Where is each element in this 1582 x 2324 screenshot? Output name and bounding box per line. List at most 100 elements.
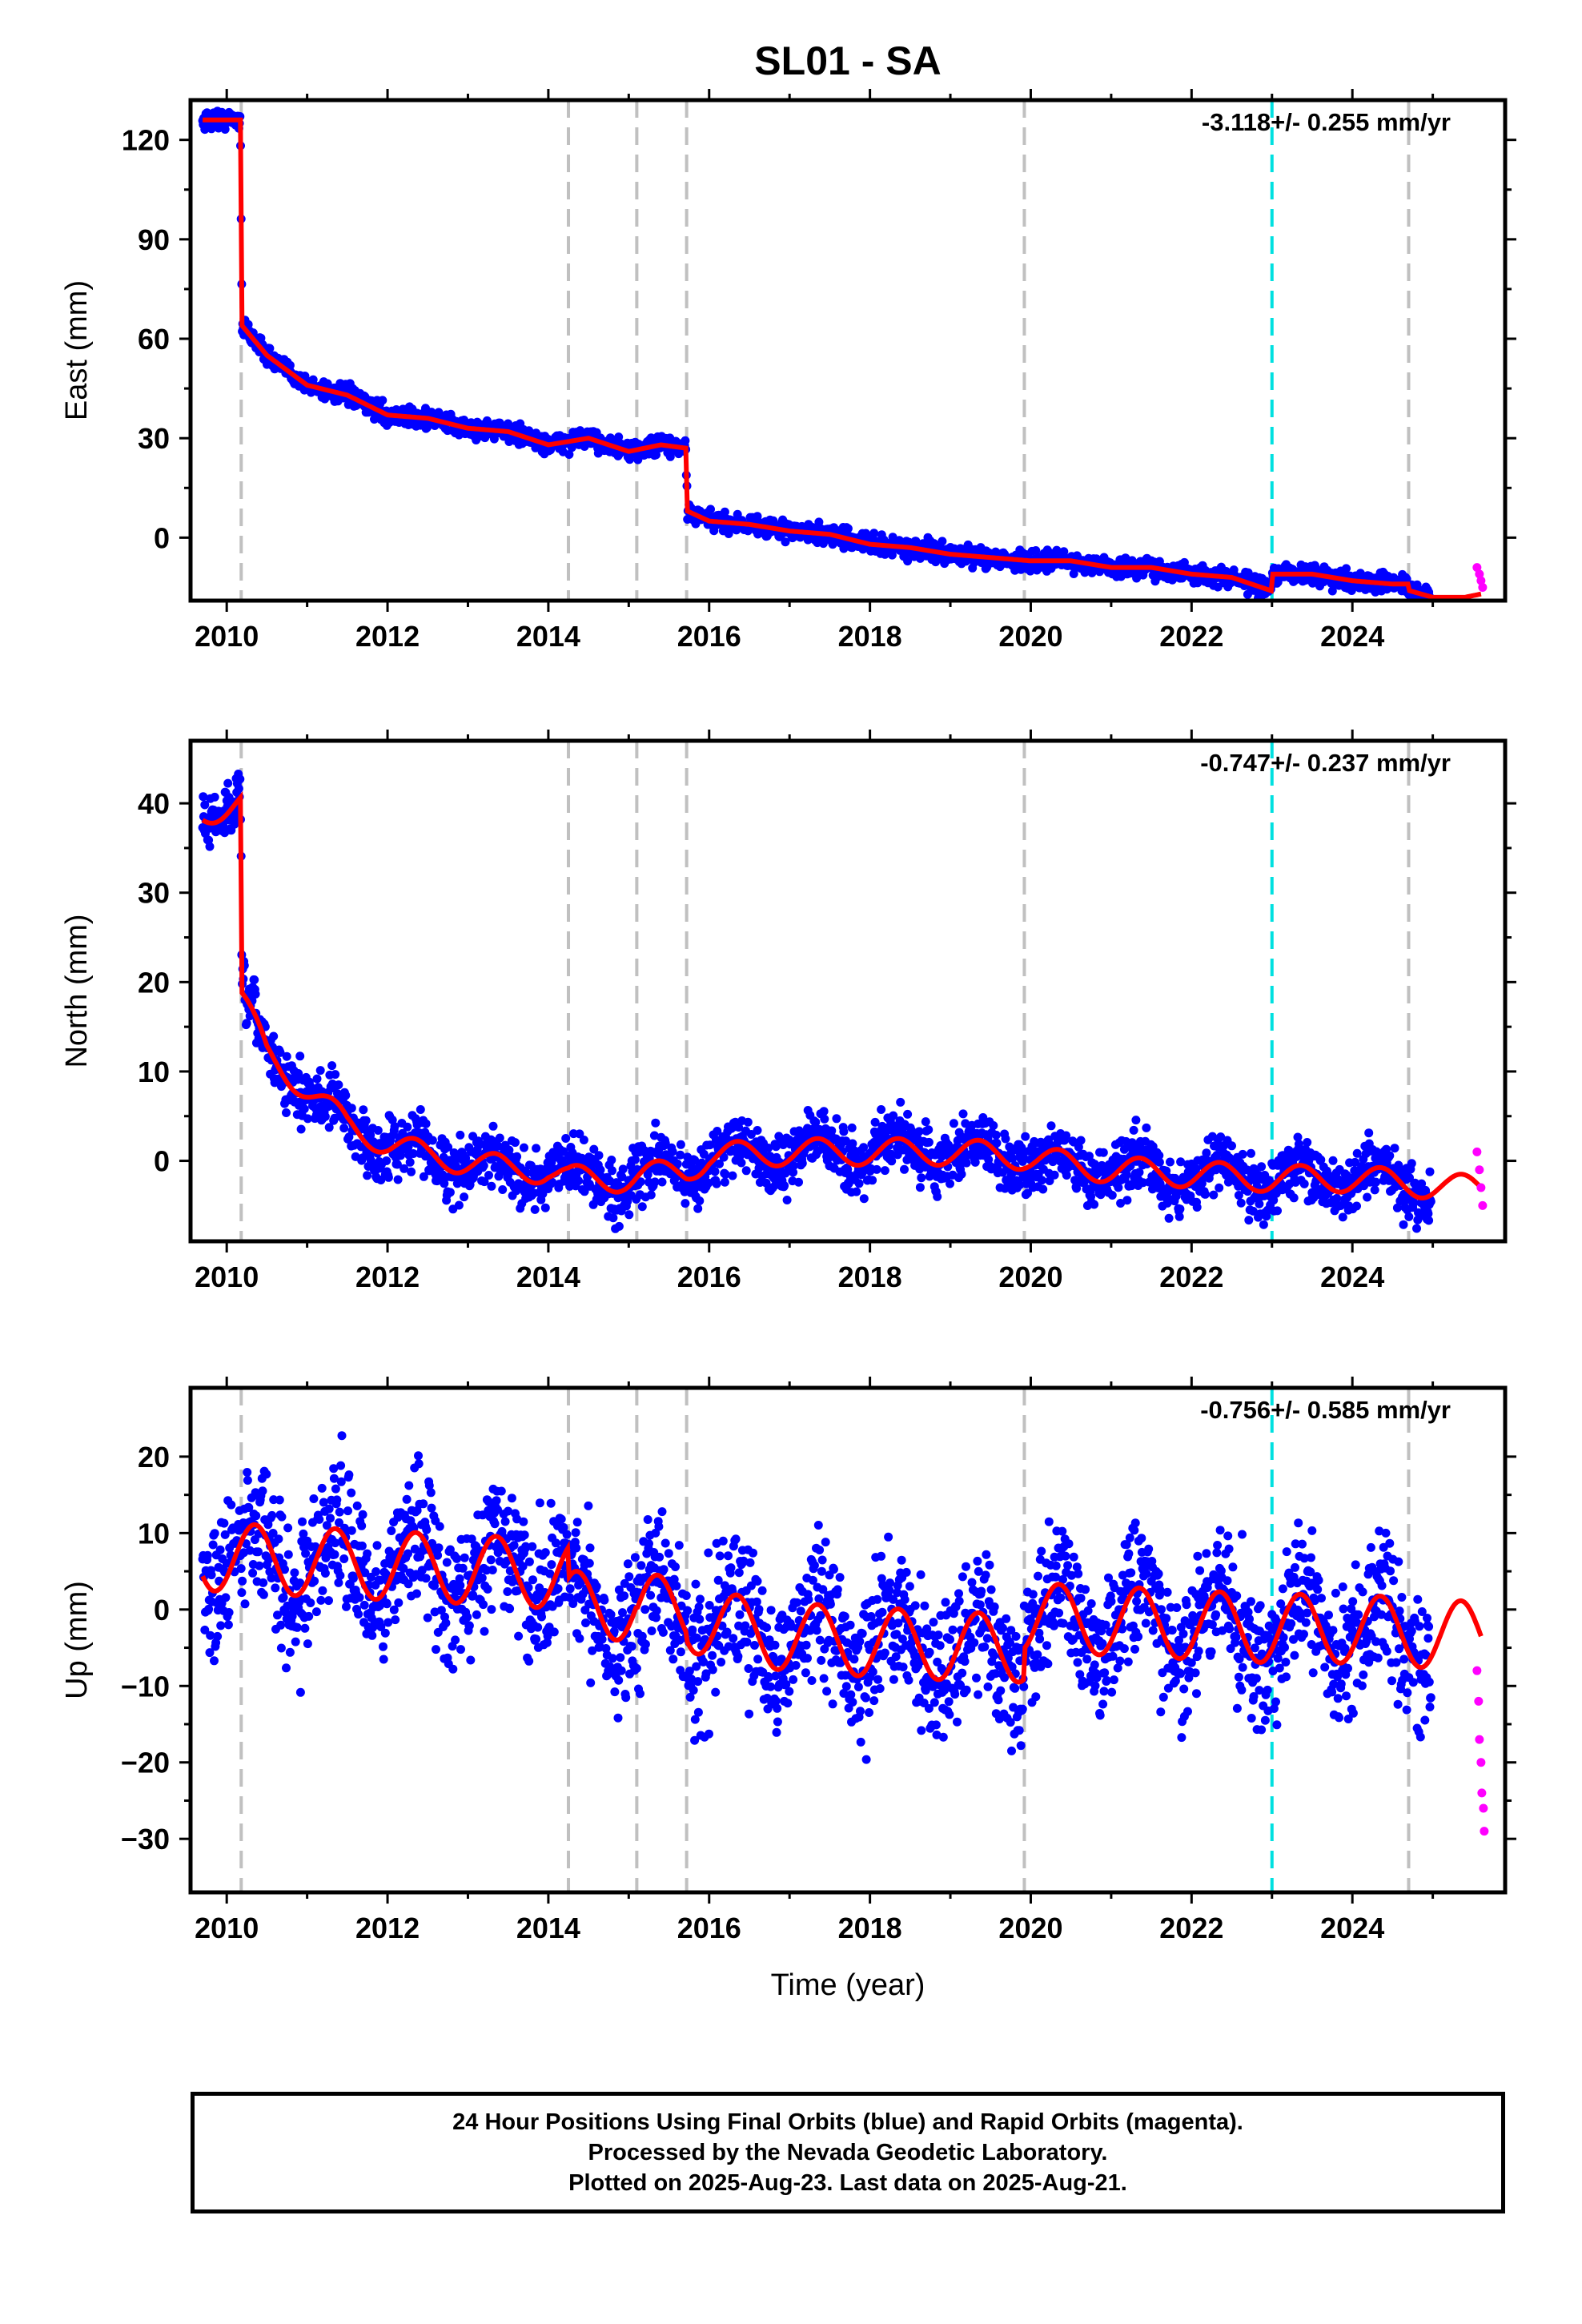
rapid-orbit-points (1472, 1147, 1488, 1210)
daily-position-point (407, 1167, 416, 1176)
daily-position-point (488, 1121, 498, 1131)
daily-position-point (221, 1593, 231, 1602)
daily-position-point (210, 792, 219, 802)
x-tick-label: 2018 (838, 620, 902, 653)
x-tick-label: 2014 (516, 1261, 580, 1293)
daily-position-point (276, 1643, 286, 1653)
daily-position-point (1412, 1224, 1421, 1233)
daily-position-point (387, 1116, 397, 1124)
daily-position-point (668, 1147, 677, 1156)
daily-position-point (295, 1597, 304, 1606)
x-tick-label: 2012 (355, 620, 420, 653)
daily-position-point (887, 1156, 897, 1166)
daily-position-point (290, 1568, 299, 1578)
daily-position-point (832, 1114, 841, 1124)
daily-position-point (797, 1159, 807, 1168)
daily-position-point (949, 1119, 958, 1128)
daily-position-point (219, 1518, 229, 1528)
daily-position-point (614, 432, 624, 442)
daily-position-point (220, 1530, 230, 1539)
daily-position-point (690, 1156, 700, 1165)
daily-position-point (280, 1565, 289, 1574)
daily-position-point (283, 1523, 293, 1533)
daily-position-point (348, 1574, 358, 1583)
plot-frame (188, 98, 1508, 603)
daily-position-point (1392, 1203, 1402, 1212)
daily-position-point (561, 1134, 571, 1143)
daily-position-point (315, 1514, 324, 1524)
daily-position-point (303, 1639, 312, 1649)
daily-position-point (332, 1495, 342, 1505)
daily-position-point (357, 1521, 367, 1530)
daily-position-point (1248, 1206, 1258, 1216)
daily-position-point (312, 1074, 322, 1084)
daily-position-point (880, 1166, 889, 1176)
daily-position-point (1215, 1183, 1224, 1192)
daily-position-point (1107, 1191, 1117, 1200)
daily-position-point (1209, 1190, 1219, 1200)
daily-position-point (1364, 1128, 1374, 1138)
daily-position-point (360, 1568, 370, 1578)
daily-position-point (259, 1578, 268, 1587)
daily-position-point (504, 1145, 514, 1155)
daily-position-point (992, 1138, 1002, 1148)
daily-position-point (1259, 1220, 1268, 1229)
daily-position-point (1201, 1189, 1210, 1199)
daily-position-point (1059, 547, 1069, 557)
daily-position-point (1076, 1136, 1086, 1145)
daily-position-point (1401, 1196, 1411, 1204)
daily-position-point (250, 975, 259, 984)
daily-position-point (245, 1546, 255, 1555)
daily-position-point (1255, 1199, 1264, 1208)
daily-position-point (243, 1468, 252, 1477)
daily-position-point (618, 1164, 628, 1174)
daily-position-point (319, 1498, 328, 1507)
x-tick-label: 2010 (195, 620, 259, 653)
daily-position-point (1197, 1179, 1207, 1188)
daily-position-point (886, 1149, 896, 1159)
daily-position-point (263, 1520, 273, 1530)
x-tick-label: 2018 (838, 1261, 902, 1293)
daily-position-point (311, 1607, 321, 1617)
y-tick-label: 60 (138, 323, 170, 356)
daily-position-point (480, 1177, 489, 1187)
daily-position-point (1294, 1140, 1303, 1149)
daily-position-point (268, 1529, 278, 1538)
daily-position-point (676, 1140, 685, 1149)
daily-position-point (291, 1637, 300, 1647)
daily-position-point (737, 1158, 746, 1168)
daily-position-point (681, 1199, 690, 1208)
daily-position-point (310, 1576, 319, 1586)
y-tick-label: 120 (122, 124, 170, 157)
rapid-orbit-point (1475, 1165, 1484, 1175)
daily-position-point (339, 1554, 349, 1563)
daily-position-point (367, 1630, 377, 1640)
daily-position-point (1062, 1131, 1071, 1140)
daily-position-point (720, 1177, 729, 1187)
daily-position-point (495, 1133, 504, 1143)
daily-position-point (859, 1194, 869, 1204)
daily-position-point (335, 1507, 344, 1517)
daily-position-point (320, 1569, 330, 1578)
daily-position-point (223, 778, 233, 788)
daily-position-point (673, 1159, 682, 1168)
daily-position-point (267, 1510, 277, 1520)
daily-position-point (200, 800, 210, 810)
daily-position-point (282, 1108, 291, 1117)
daily-position-point (574, 1176, 584, 1185)
up-panel: 2010 2012 2014 2016 2018 2020 2022 2024−30−20−1… (60, 1377, 1516, 1944)
daily-position-point (342, 1602, 351, 1611)
rapid-orbit-point (1478, 582, 1488, 592)
daily-position-point (1072, 1184, 1082, 1193)
daily-position-point (764, 1144, 773, 1152)
daily-position-point (1257, 1162, 1267, 1172)
daily-position-point (331, 1070, 340, 1080)
daily-position-point (1299, 1179, 1309, 1188)
daily-position-point (444, 1143, 453, 1152)
final-orbit-points (198, 1431, 1435, 1764)
daily-position-point (771, 1142, 781, 1152)
daily-position-point (1116, 1199, 1126, 1208)
daily-position-point (646, 1190, 656, 1200)
daily-position-point (753, 1126, 762, 1135)
daily-position-point (579, 1136, 588, 1144)
